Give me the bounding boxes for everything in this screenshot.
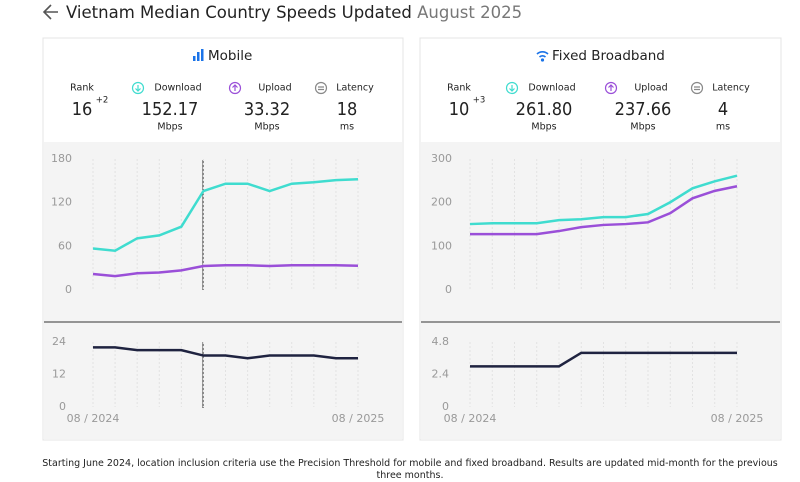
stat-unit: ms bbox=[340, 122, 354, 133]
stat-label: Latency bbox=[712, 83, 750, 94]
footnote: Starting June 2024, location inclusion c… bbox=[42, 458, 778, 481]
bar-icon bbox=[193, 49, 204, 61]
stat-icon-glyph bbox=[135, 85, 141, 92]
y-tick-label: 4.8 bbox=[432, 335, 450, 348]
x-tick-label: 08 / 2025 bbox=[711, 412, 764, 425]
back-arrow[interactable] bbox=[42, 4, 58, 20]
series-line bbox=[470, 184, 738, 236]
stat-icon-glyph bbox=[608, 84, 614, 91]
stat-label: Download bbox=[154, 83, 201, 94]
chart-area bbox=[44, 142, 402, 439]
wifi-icon bbox=[536, 51, 549, 62]
stat-value: 33.32 bbox=[244, 99, 290, 120]
y-tick-label: 180 bbox=[51, 152, 72, 165]
y-tick-label: 0 bbox=[65, 283, 72, 296]
stat-icon-glyph bbox=[318, 86, 324, 91]
page-title: Vietnam Median Country Speeds Updated Au… bbox=[66, 3, 522, 22]
stat-icon bbox=[690, 81, 704, 95]
stat-value: 4 bbox=[718, 99, 728, 120]
stat-unit: Mbps bbox=[630, 122, 655, 133]
stat-value: 152.17 bbox=[142, 99, 199, 120]
x-tick-label: 08 / 2024 bbox=[444, 412, 497, 425]
rank-change: +3 bbox=[473, 96, 486, 106]
stat-icon bbox=[505, 81, 519, 95]
stat-icon-glyph bbox=[509, 85, 515, 92]
rank-change: +2 bbox=[96, 96, 109, 106]
series-line bbox=[93, 346, 358, 360]
stat-value: 16 bbox=[72, 99, 93, 120]
y-tick-label: 200 bbox=[431, 196, 452, 209]
series-line bbox=[470, 351, 737, 368]
x-tick-label: 08 / 2025 bbox=[332, 412, 385, 425]
title-date: August 2025 bbox=[417, 3, 522, 22]
stat-icon bbox=[131, 81, 145, 95]
stat-label: Upload bbox=[634, 83, 667, 94]
series-line bbox=[92, 178, 359, 252]
y-tick-label: 120 bbox=[51, 196, 72, 209]
stat-label: Rank bbox=[447, 83, 471, 94]
stat-icon bbox=[604, 81, 618, 95]
y-tick-label: 12 bbox=[52, 368, 66, 381]
y-tick-label: 2.4 bbox=[432, 368, 450, 381]
stat-icon bbox=[314, 81, 328, 95]
y-tick-label: 0 bbox=[442, 400, 449, 413]
series-line bbox=[469, 174, 738, 226]
y-tick-label: 0 bbox=[445, 283, 452, 296]
stat-value: 18 bbox=[337, 99, 358, 120]
y-tick-label: 60 bbox=[58, 239, 72, 252]
stat-label: Rank bbox=[70, 83, 94, 94]
stat-icon-glyph bbox=[694, 86, 700, 91]
stat-label: Latency bbox=[336, 83, 374, 94]
stat-unit: Mbps bbox=[254, 122, 279, 133]
stat-icon-glyph bbox=[232, 84, 238, 91]
stat-label: Upload bbox=[258, 83, 291, 94]
y-tick-label: 300 bbox=[431, 152, 452, 165]
stat-unit: ms bbox=[716, 122, 730, 133]
title: Vietnam Median Country Speeds Updated bbox=[66, 3, 412, 22]
series-line bbox=[92, 264, 359, 278]
stat-value: 237.66 bbox=[615, 99, 672, 120]
stat-label: Download bbox=[528, 83, 575, 94]
stat-unit: Mbps bbox=[531, 122, 556, 133]
stat-value: 261.80 bbox=[516, 99, 573, 120]
stat-value: 10 bbox=[449, 99, 470, 120]
x-tick-label: 08 / 2024 bbox=[67, 412, 120, 425]
panel-title: Fixed Broadband bbox=[552, 48, 665, 64]
y-tick-label: 0 bbox=[59, 400, 66, 413]
panel-title: Mobile bbox=[208, 48, 252, 64]
chart-area bbox=[421, 142, 780, 439]
y-tick-label: 100 bbox=[431, 239, 452, 252]
stat-icon bbox=[228, 81, 242, 95]
stat-unit: Mbps bbox=[157, 122, 182, 133]
y-tick-label: 24 bbox=[52, 335, 66, 348]
